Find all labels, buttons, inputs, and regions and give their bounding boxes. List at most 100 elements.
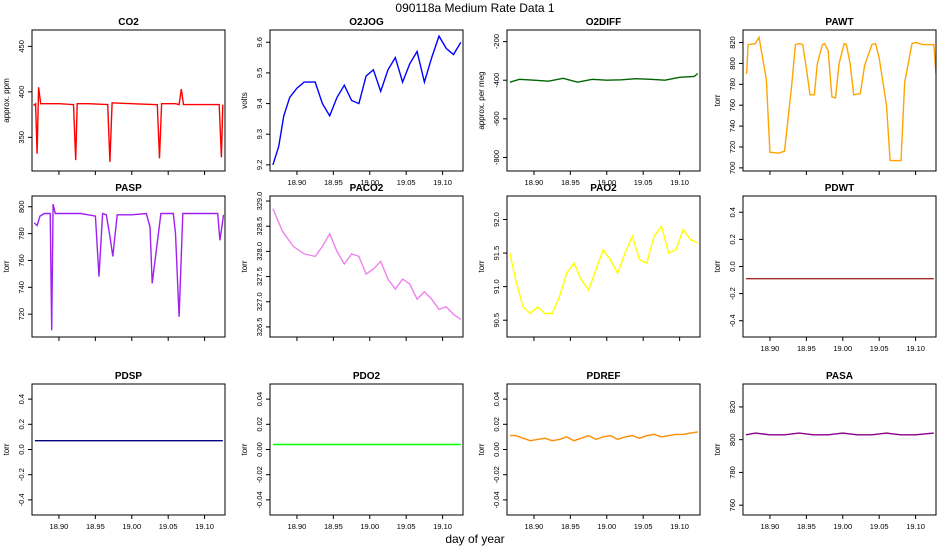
y-tick-label: 740	[728, 120, 737, 133]
plot-frame	[506, 29, 701, 172]
plot-frame	[269, 29, 464, 172]
y-tick-label: -200	[492, 34, 501, 49]
y-axis-label: approx. ppm	[2, 78, 11, 123]
y-tick-label: 92.0	[492, 212, 501, 227]
y-tick-label: 326.5	[255, 318, 264, 337]
panel-paco2: PACO2 torr 326.5 327.0 327.5 328.0 328.5 329.0	[240, 183, 464, 341]
panel-o2jog: O2JOG volts 9.2 9.3 9.4 9.5 9.6 18.90 18.95 19.00…	[240, 17, 464, 187]
x-tick-label: 19.00	[597, 178, 616, 187]
y-tick-label: -600	[492, 111, 501, 126]
y-axis-label: torr	[477, 443, 486, 455]
series-line-co2	[33, 87, 224, 162]
series-line-pao2	[509, 224, 699, 315]
y-tick-label: 400	[17, 86, 26, 99]
y-tick-label: 91.5	[492, 246, 501, 261]
y-tick-label: 0.4	[17, 394, 26, 404]
y-axis-label: torr	[240, 443, 249, 455]
x-tick-label: 19.10	[670, 178, 689, 187]
y-tick-label: 9.4	[255, 98, 264, 108]
y-tick-label: -0.04	[255, 491, 264, 508]
panel-title: PDSP	[115, 371, 143, 382]
x-tick-label: 19.10	[195, 522, 214, 531]
y-tick-label: 0.2	[17, 419, 26, 429]
panel-title: O2DIFF	[586, 17, 622, 28]
x-tick-label: 19.05	[634, 522, 653, 531]
x-tick-label: 18.90	[761, 344, 780, 353]
y-axis-label: torr	[713, 443, 722, 455]
x-tick-label: 18.90	[50, 522, 69, 531]
panel-co2: CO2 approx. ppm 350 400 450	[2, 17, 226, 175]
y-tick-label: -800	[492, 150, 501, 165]
plot-frame	[31, 195, 226, 338]
panel-pdo2: PDO2 torr -0.04 -0.02 0.00 0.02 0.04 18.90 18.95…	[240, 371, 464, 531]
y-tick-label: 740	[17, 281, 26, 294]
x-tick-label: 18.95	[797, 344, 816, 353]
y-tick-label: 760	[728, 99, 737, 112]
y-tick-label: 328.0	[255, 242, 264, 261]
x-tick-label: 19.00	[360, 178, 379, 187]
y-tick-label: 780	[17, 227, 26, 240]
panel-title: PACO2	[350, 183, 384, 194]
x-tick-label: 18.95	[561, 522, 580, 531]
series-line-o2diff	[509, 72, 699, 83]
y-tick-label: 0.00	[492, 442, 501, 457]
y-tick-label: 450	[17, 40, 26, 53]
y-tick-label: 9.6	[255, 37, 264, 47]
panel-title: CO2	[118, 17, 139, 28]
y-tick-label: 0.0	[17, 444, 26, 454]
y-tick-label: 780	[728, 466, 737, 479]
y-axis-label: torr	[713, 260, 722, 272]
x-tick-label: 19.10	[906, 522, 925, 531]
series-line-pdref	[509, 431, 698, 442]
series-line-pasa	[745, 432, 934, 436]
panel-pasp: PASP torr 720 740 760 780 800	[2, 183, 226, 341]
x-tick-label: 19.10	[433, 178, 452, 187]
y-tick-label: -0.02	[492, 466, 501, 483]
series-line-o2jog	[272, 34, 462, 166]
y-tick-label: 760	[728, 499, 737, 512]
x-tick-label: 19.05	[397, 178, 416, 187]
y-tick-label: 327.5	[255, 267, 264, 286]
x-tick-label: 19.00	[597, 522, 616, 531]
panel-title: PASA	[826, 371, 853, 382]
y-tick-label: 0.0	[728, 261, 737, 271]
y-tick-label: 720	[17, 308, 26, 321]
y-tick-label: 9.5	[255, 68, 264, 78]
figure-title: 090118a Medium Rate Data 1	[395, 1, 555, 15]
x-tick-label: 19.05	[870, 522, 889, 531]
plot-frame	[31, 383, 226, 516]
y-tick-label: -0.2	[17, 468, 26, 481]
y-tick-label: -0.2	[728, 287, 737, 300]
y-axis-label: torr	[713, 94, 722, 106]
y-axis-label: torr	[2, 443, 11, 455]
plot-frame	[31, 29, 226, 172]
y-tick-label: 91.0	[492, 279, 501, 294]
y-tick-label: 9.2	[255, 160, 264, 170]
panel-title: PAO2	[590, 183, 617, 194]
y-tick-label: 700	[728, 162, 737, 175]
panel-pdsp: PDSP torr -0.4 -0.2 0.0 0.2 0.4 18.90 18.95 19.00…	[2, 371, 226, 531]
y-tick-label: -0.4	[17, 493, 26, 506]
panels: CO2 approx. ppm 350 400 450 O2JOG volts 9.2 9.3 9…	[2, 17, 937, 531]
figure-xlabel: day of year	[445, 532, 504, 546]
plot-frame	[269, 383, 464, 516]
x-tick-label: 19.00	[833, 522, 852, 531]
y-tick-label: 800	[728, 57, 737, 70]
plot-frame	[742, 195, 937, 338]
plot-frame	[742, 29, 937, 172]
y-tick-label: 760	[17, 254, 26, 267]
y-tick-label: -0.04	[492, 491, 501, 508]
plot-frame	[742, 383, 937, 516]
panel-o2diff: O2DIFF approx. per meg -800 -600 -400 -200 18.…	[477, 17, 701, 187]
y-tick-label: 780	[728, 78, 737, 91]
panel-pasa: PASA torr 760 780 800 820 18.90 18.95 19.00 19.05…	[713, 371, 937, 531]
panel-title: PAWT	[825, 17, 853, 28]
y-tick-label: 0.00	[255, 442, 264, 457]
y-tick-label: 800	[17, 200, 26, 213]
panel-pdref: PDREF torr -0.04 -0.02 0.00 0.02 0.04 18.90 18.9…	[477, 371, 701, 531]
plot-frame	[506, 383, 701, 516]
panel-pawt: PAWT torr 700 720 740 760 780 800 820	[713, 17, 937, 175]
x-tick-label: 18.95	[561, 178, 580, 187]
y-tick-label: 0.2	[728, 234, 737, 244]
panel-title: PASP	[115, 183, 142, 194]
